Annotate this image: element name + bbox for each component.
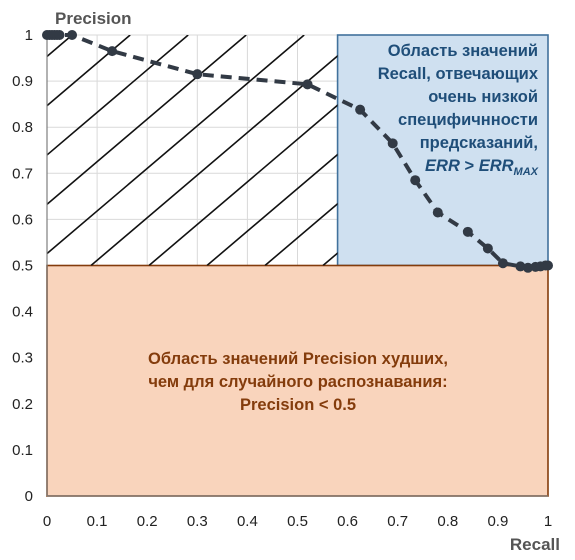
pr-curve-point xyxy=(543,260,553,271)
y-tick-label: 0.4 xyxy=(12,304,33,321)
x-tick-label: 0.7 xyxy=(387,513,408,530)
pr-curve-point xyxy=(54,30,65,40)
pr-curve-point xyxy=(302,79,313,90)
pr-curve-point xyxy=(522,262,533,273)
worse-than-random-label-line: Precision < 0.5 xyxy=(239,396,357,414)
hatch-line xyxy=(47,35,131,107)
x-tick-label: 0.6 xyxy=(337,513,358,530)
x-tick-label: 0.9 xyxy=(487,513,508,530)
x-axis-title: Recall xyxy=(510,535,560,554)
low-specificity-label-line: очень низкой xyxy=(428,88,538,106)
x-tick-label: 0.2 xyxy=(137,513,158,530)
pr-curve-point xyxy=(192,69,203,80)
worse-than-random-label-line: чем для случайного распознавания: xyxy=(148,373,448,391)
pr-curve-point xyxy=(482,243,493,254)
greater-than-operator: > xyxy=(459,157,479,175)
hatch-line xyxy=(148,104,338,266)
low-specificity-label-line: специфичнности xyxy=(398,111,538,129)
low-specificity-label-line: Область значений xyxy=(387,42,538,60)
y-tick-label: 0.6 xyxy=(12,211,33,228)
y-tick-label: 1 xyxy=(25,27,33,44)
worse-than-random-label-line: Область значений Precision худших, xyxy=(148,350,448,368)
pr-curve-point xyxy=(515,261,526,272)
x-tick-label: 0 xyxy=(43,513,51,530)
y-tick-label: 0 xyxy=(25,488,33,505)
err-symbol: ERR xyxy=(425,157,460,175)
y-tick-label: 0.3 xyxy=(12,350,33,367)
x-tick-label: 0.3 xyxy=(187,513,208,530)
x-tick-label: 0.4 xyxy=(237,513,258,530)
y-tick-label: 0.9 xyxy=(12,73,33,90)
max-subscript: MAX xyxy=(513,166,538,178)
low-specificity-label-line: Recall, отвечающих xyxy=(377,65,538,83)
pr-curve-point xyxy=(410,175,421,186)
low-specificity-label: Область значений Recall, отвечающих очен… xyxy=(340,40,538,184)
hatch-line xyxy=(206,153,338,266)
pr-curve-point xyxy=(387,138,398,149)
hatch-line xyxy=(47,35,189,157)
y-tick-label: 0.8 xyxy=(12,119,33,136)
pr-curve-point xyxy=(432,207,443,218)
worse-than-random-label: Область значений Precision худших, чем д… xyxy=(48,348,548,417)
x-tick-label: 0.8 xyxy=(437,513,458,530)
hatch-line xyxy=(0,35,14,266)
pr-curve-point xyxy=(355,104,366,115)
pr-curve-point xyxy=(67,30,78,40)
hatch-line xyxy=(47,35,247,206)
hatch-line xyxy=(47,35,73,58)
y-tick-label: 0.2 xyxy=(12,396,33,413)
axes xyxy=(46,35,548,497)
x-tick-label: 0.5 xyxy=(287,513,308,530)
pr-curve-point xyxy=(497,258,508,269)
pr-curve-point xyxy=(462,226,473,237)
low-specificity-label-line: предсказаний, xyxy=(419,134,538,152)
hatch-line xyxy=(47,35,305,255)
x-tick-label: 0.1 xyxy=(87,513,108,530)
hatch-line xyxy=(264,202,338,266)
x-tick-label: 1 xyxy=(544,513,552,530)
y-tick-label: 0.1 xyxy=(12,442,33,459)
hatch-line xyxy=(90,54,338,266)
err-max-symbol: ERR xyxy=(478,157,514,175)
y-tick-label: 0.7 xyxy=(12,165,33,182)
y-axis-title: Precision xyxy=(55,9,132,28)
err-formula: ERR > ERRMAX xyxy=(340,155,538,184)
y-tick-label: 0.5 xyxy=(12,258,33,275)
pr-curve-point xyxy=(107,46,118,57)
